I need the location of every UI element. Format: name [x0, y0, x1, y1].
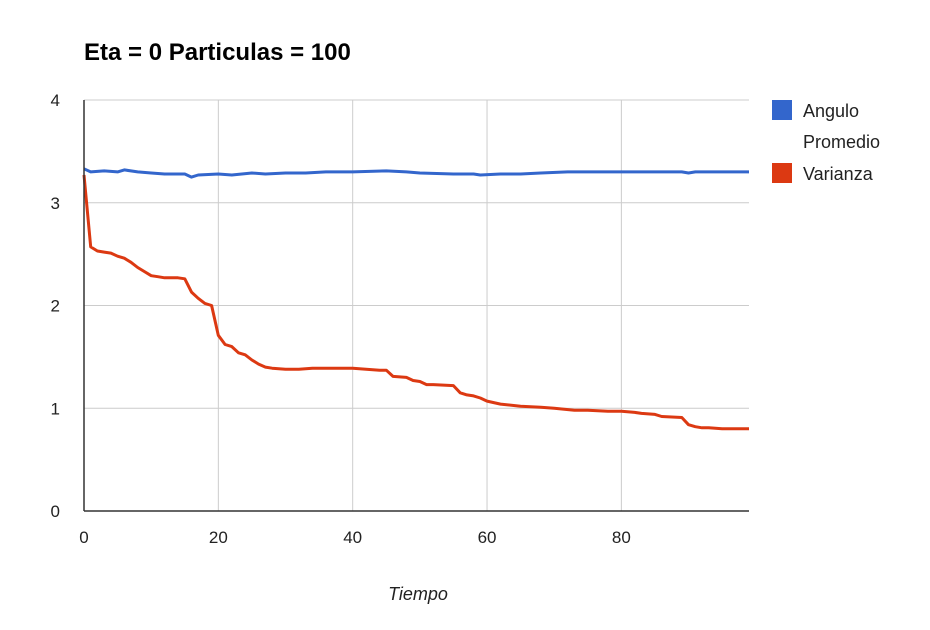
y-tick-label: 3: [51, 194, 60, 213]
series-line-0: [83, 167, 749, 179]
legend-swatch: [772, 100, 792, 120]
y-tick-label: 2: [51, 297, 60, 316]
legend-swatch: [772, 163, 792, 183]
x-tick-label: 40: [343, 528, 362, 547]
series-line-1: [82, 174, 749, 431]
y-tick-label: 1: [51, 399, 60, 418]
y-tick-label: 4: [51, 91, 60, 110]
y-tick-label: 0: [51, 502, 60, 521]
gridlines: [84, 99, 749, 511]
legend: Angulo Promedio Varianza: [772, 100, 880, 184]
series-lines: [82, 167, 749, 431]
axes: [83, 100, 749, 512]
legend-label: Angulo Promedio: [803, 101, 880, 152]
x-tick-label: 20: [209, 528, 228, 547]
y-tick-labels: 0 1 2 3 4: [51, 91, 60, 521]
x-tick-labels: 0 20 40 60 80: [79, 528, 631, 547]
x-axis-label: Tiempo: [388, 584, 448, 604]
chart-title: Eta = 0 Particulas = 100: [84, 39, 351, 66]
x-tick-label: 0: [79, 528, 88, 547]
legend-label: Varianza: [803, 164, 874, 184]
x-tick-label: 60: [478, 528, 497, 547]
x-tick-label: 80: [612, 528, 631, 547]
